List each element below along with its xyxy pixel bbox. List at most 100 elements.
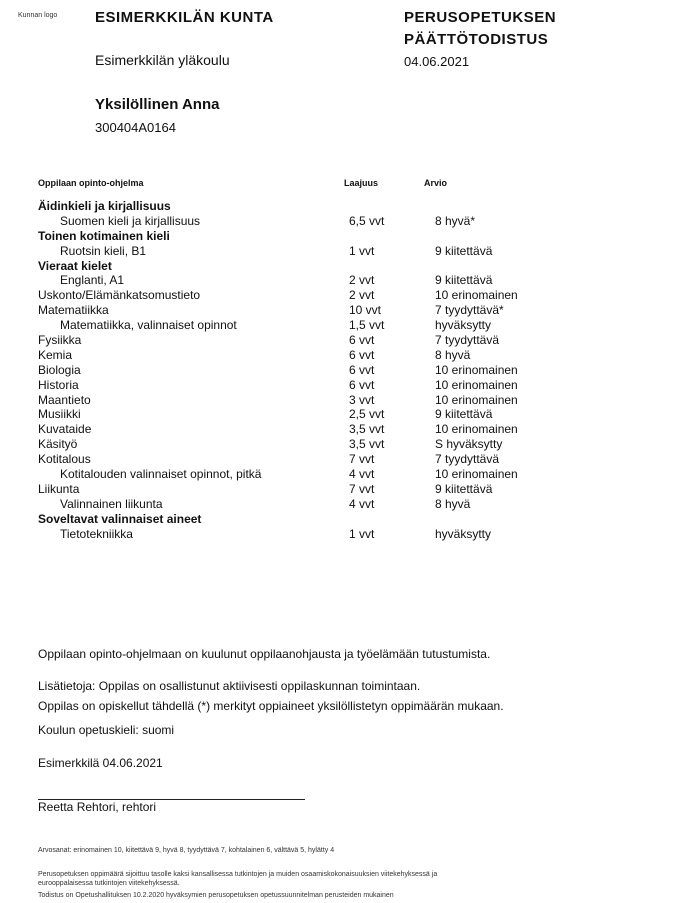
subject-grade: 9 kiitettävä bbox=[435, 243, 493, 258]
subject-name: Tietotekniikka bbox=[60, 526, 133, 541]
subject-row: Tietotekniikka 1 vvt hyväksytty bbox=[0, 527, 693, 542]
subject-row: Uskonto/Elämänkatsomustieto 2 vvt 10 erino… bbox=[0, 288, 693, 303]
subject-grade: 7 tyydyttävä bbox=[435, 333, 500, 348]
subject-grade: 10 erinomainen bbox=[435, 422, 518, 437]
subject-grade: 9 kiitettävä bbox=[435, 407, 493, 422]
subject-scope: 2 vvt bbox=[349, 273, 375, 288]
subject-row: Kemia 6 vvt 8 hyvä bbox=[0, 348, 693, 363]
subject-name: Biologia bbox=[38, 362, 81, 377]
subject-scope: 3,5 vvt bbox=[349, 422, 385, 437]
document-date: 04.06.2021 bbox=[404, 54, 470, 69]
subject-row: Kuvataide 3,5 vvt 10 erinomainen bbox=[0, 422, 693, 437]
subject-scope: 6,5 vvt bbox=[349, 213, 385, 228]
subject-name: Vieraat kielet bbox=[38, 258, 112, 273]
school-name: Esimerkkilän yläkoulu bbox=[95, 52, 230, 68]
municipality-name: ESIMERKKILÄN KUNTA bbox=[95, 9, 274, 26]
subject-name: Kuvataide bbox=[38, 422, 92, 437]
subject-grade: 9 kiitettävä bbox=[435, 273, 493, 288]
extra-info: Lisätietoja: Oppilas on osallistunut akt… bbox=[38, 679, 421, 693]
subject-row: Englanti, A1 2 vvt 9 kiitettävä bbox=[0, 273, 693, 288]
subject-scope: 6 vvt bbox=[349, 347, 375, 362]
subject-grade: 7 tyydyttävä* bbox=[435, 303, 504, 318]
subject-grade: hyväksytty bbox=[435, 526, 492, 541]
subject-scope: 10 vvt bbox=[349, 303, 382, 318]
column-header-grade: Arvio bbox=[424, 178, 448, 188]
subject-name: Valinnainen liikunta bbox=[60, 496, 163, 511]
subject-name: Ruotsin kieli, B1 bbox=[60, 243, 147, 258]
subject-name: Kotitalous bbox=[38, 452, 91, 467]
subject-scope: 2 vvt bbox=[349, 288, 375, 303]
subject-name: Uskonto/Elämänkatsomustieto bbox=[38, 288, 201, 303]
subject-row: Historia 6 vvt 10 erinomainen bbox=[0, 378, 693, 393]
subject-scope: 6 vvt bbox=[349, 377, 375, 392]
subject-name: Kotitalouden valinnaiset opinnot, pitkä bbox=[60, 467, 262, 482]
subject-scope: 3 vvt bbox=[349, 392, 375, 407]
subject-scope: 3,5 vvt bbox=[349, 437, 385, 452]
grade-scale: Arvosanat: erinomainen 10, kiitettävä 9,… bbox=[38, 847, 335, 854]
subject-grade: 7 tyydyttävä bbox=[435, 452, 500, 467]
subject-scope: 1,5 vvt bbox=[349, 318, 385, 333]
column-header-subject: Oppilaan opinto-ohjelma bbox=[38, 178, 144, 188]
subject-name: Matematiikka bbox=[38, 303, 109, 318]
subject-row: Liikunta 7 vvt 9 kiitettävä bbox=[0, 482, 693, 497]
subject-grade: S hyväksytty bbox=[435, 437, 503, 452]
subject-row: Käsityö 3,5 vvt S hyväksytty bbox=[0, 437, 693, 452]
subject-name: Soveltavat valinnaiset aineet bbox=[38, 511, 202, 526]
subject-grade: 9 kiitettävä bbox=[435, 481, 493, 496]
individual-curriculum-note: Oppilas on opiskellut tähdellä (*) merki… bbox=[38, 699, 504, 713]
subject-row: Valinnainen liikunta 4 vvt 8 hyvä bbox=[0, 497, 693, 512]
subject-row: Biologia 6 vvt 10 erinomainen bbox=[0, 363, 693, 378]
subject-name: Historia bbox=[38, 377, 79, 392]
subject-name: Fysiikka bbox=[38, 333, 82, 348]
subject-name: Musiikki bbox=[38, 407, 81, 422]
subject-name: Liikunta bbox=[38, 481, 80, 496]
student-name: Yksilöllinen Anna bbox=[95, 96, 220, 113]
subject-row: Matematiikka 10 vvt 7 tyydyttävä* bbox=[0, 303, 693, 318]
student-id: 300404A0164 bbox=[95, 120, 176, 135]
subject-scope: 1 vvt bbox=[349, 526, 375, 541]
document-title-line1: PERUSOPETUKSEN bbox=[404, 9, 557, 26]
signer: Reetta Rehtori, rehtori bbox=[38, 800, 157, 814]
subject-name: Maantieto bbox=[38, 392, 91, 407]
subject-grade: 8 hyvä* bbox=[435, 213, 476, 228]
subject-name: Matematiikka, valinnaiset opinnot bbox=[60, 318, 237, 333]
subject-group-row: Äidinkieli ja kirjallisuus bbox=[0, 199, 693, 214]
signature-line bbox=[38, 799, 305, 800]
subject-grade: 10 erinomainen bbox=[435, 362, 518, 377]
subject-scope: 4 vvt bbox=[349, 467, 375, 482]
subject-scope: 6 vvt bbox=[349, 362, 375, 377]
subject-row: Kotitalouden valinnaiset opinnot, pitkä 4… bbox=[0, 467, 693, 482]
subject-grade: 8 hyvä bbox=[435, 347, 471, 362]
subject-group-row: Toinen kotimainen kieli bbox=[0, 229, 693, 244]
subject-row: Musiikki 2,5 vvt 9 kiitettävä bbox=[0, 407, 693, 422]
level-note-line2: eurooppalaisessa tutkintojen viitekehyks… bbox=[38, 880, 180, 887]
subject-name: Käsityö bbox=[38, 437, 78, 452]
subject-grade: 10 erinomainen bbox=[435, 377, 518, 392]
subject-grade: 10 erinomainen bbox=[435, 467, 518, 482]
subject-grade: 10 erinomainen bbox=[435, 288, 518, 303]
level-note-line1: Perusopetuksen oppimäärä sijoittuu tasol… bbox=[38, 871, 438, 878]
subject-grade: hyväksytty bbox=[435, 318, 492, 333]
subject-scope: 1 vvt bbox=[349, 243, 375, 258]
subject-row: Suomen kieli ja kirjallisuus 6,5 vvt 8 hyv… bbox=[0, 214, 693, 229]
subject-name: Kemia bbox=[38, 347, 73, 362]
guidance-note: Oppilaan opinto-ohjelmaan on kuulunut op… bbox=[38, 647, 491, 661]
place-date: Esimerkkilä 04.06.2021 bbox=[38, 756, 163, 770]
teaching-language: Koulun opetuskieli: suomi bbox=[38, 723, 175, 737]
subject-name: Toinen kotimainen kieli bbox=[38, 228, 170, 243]
subject-row: Ruotsin kieli, B1 1 vvt 9 kiitettävä bbox=[0, 244, 693, 259]
municipality-logo: Kunnan logo bbox=[18, 12, 58, 19]
subject-name: Suomen kieli ja kirjallisuus bbox=[60, 213, 201, 228]
subject-grade: 10 erinomainen bbox=[435, 392, 518, 407]
subject-row: Kotitalous 7 vvt 7 tyydyttävä bbox=[0, 452, 693, 467]
curriculum-note: Todistus on Opetushallituksen 10.2.2020 … bbox=[38, 892, 394, 899]
subject-row: Maantieto 3 vvt 10 erinomainen bbox=[0, 393, 693, 408]
subject-scope: 6 vvt bbox=[349, 333, 375, 348]
subject-scope: 7 vvt bbox=[349, 452, 375, 467]
subject-scope: 7 vvt bbox=[349, 481, 375, 496]
subject-name: Äidinkieli ja kirjallisuus bbox=[38, 199, 171, 213]
subject-name: Englanti, A1 bbox=[60, 273, 125, 288]
subject-table: Äidinkieli ja kirjallisuus Suomen kieli j… bbox=[0, 199, 693, 541]
column-header-scope: Laajuus bbox=[344, 178, 379, 188]
